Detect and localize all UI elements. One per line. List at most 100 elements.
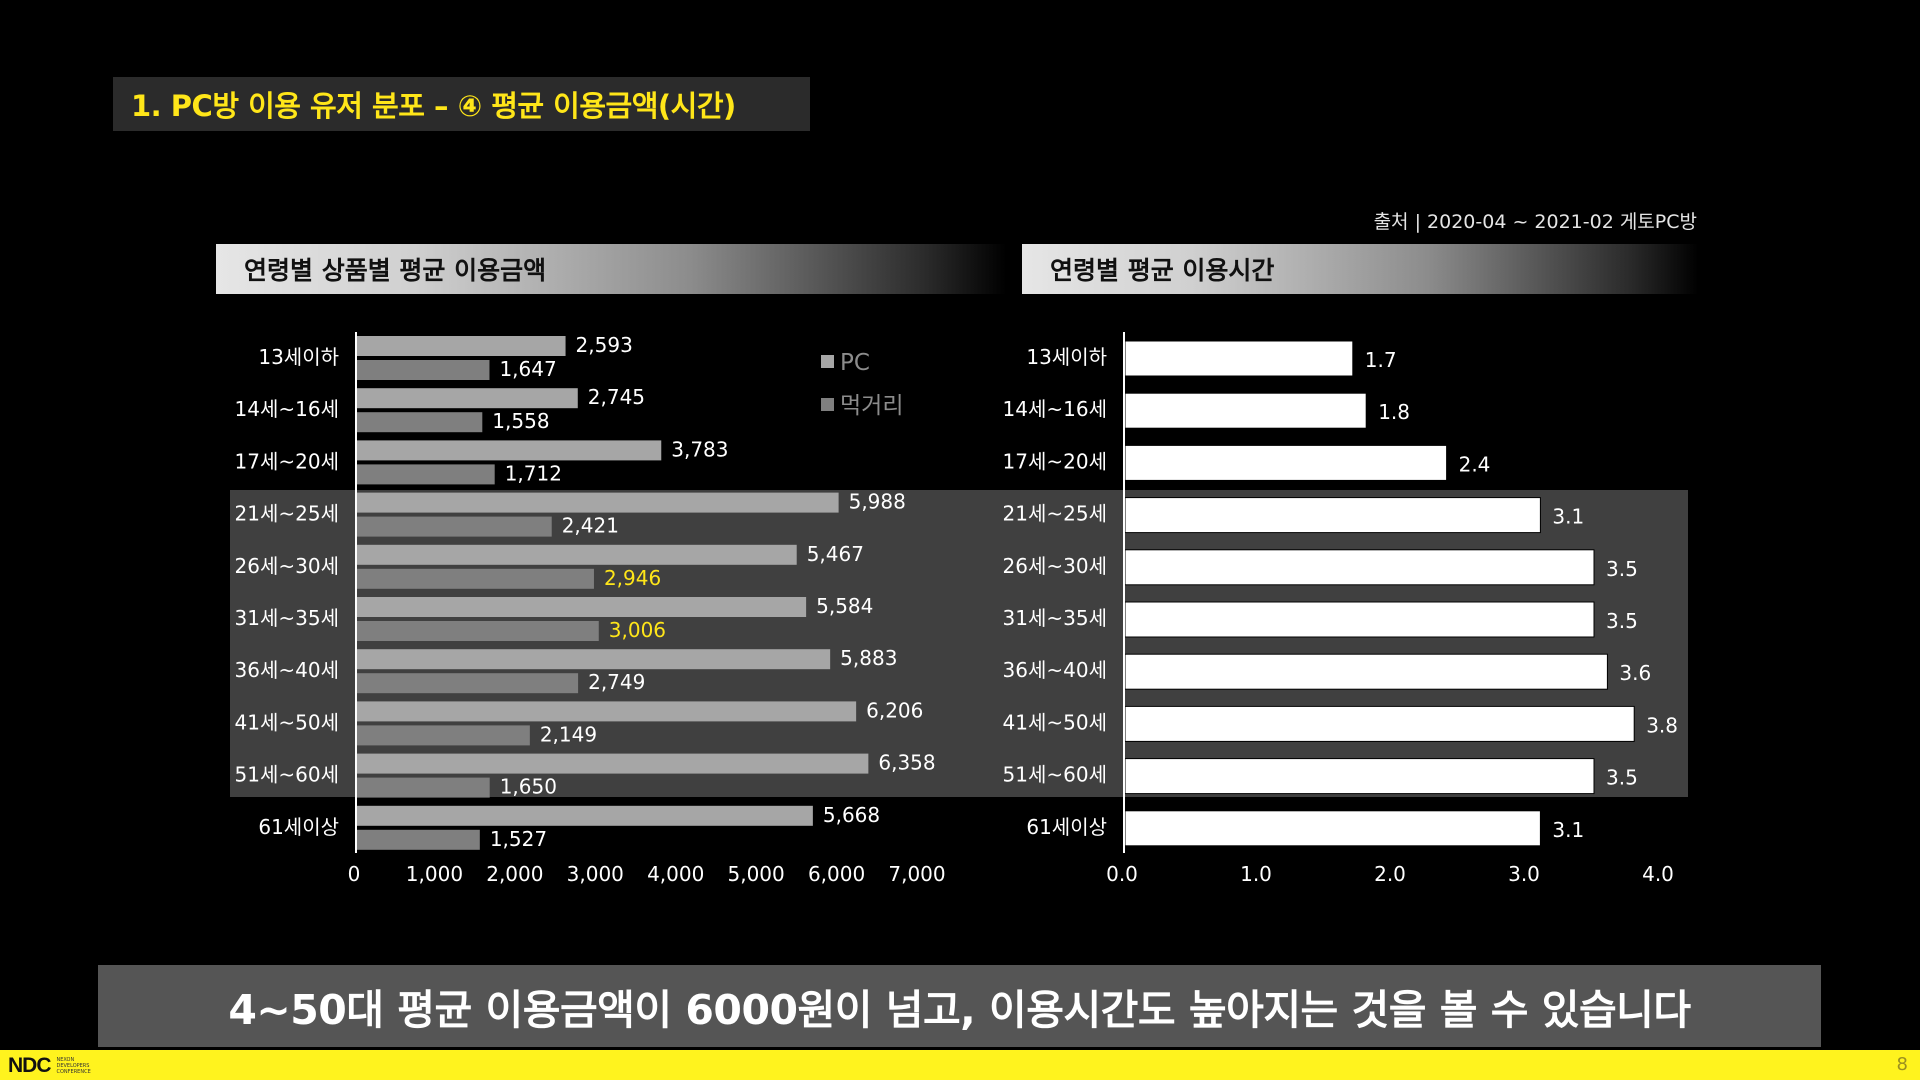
value-label: 2,149 [540,722,597,746]
value-label: 1,650 [500,775,557,799]
x-tick-label: 1,000 [406,862,463,886]
time-bar [1124,444,1448,481]
category-label: 61세이상 [258,815,339,839]
pc-bar [357,805,813,826]
x-tick-label: 1.0 [1240,862,1272,886]
value-label: 2,749 [588,670,645,694]
value-label: 2.4 [1459,452,1491,476]
category-label: 13세이하 [1026,345,1107,369]
pc-bar [357,492,839,513]
pc-bar [357,649,831,670]
value-label: 3.6 [1619,661,1651,685]
food-bar [357,464,495,485]
x-tick-label: 0.0 [1106,862,1138,886]
x-tick-label: 5,000 [728,862,785,886]
slide-title: 1. PC방 이용 유저 분포 – ④ 평균 이용금액(시간) [113,77,810,131]
food-bar [357,568,594,589]
x-tick-label: 6,000 [808,862,865,886]
value-label: 2,946 [604,566,661,590]
value-label: 2,745 [588,385,645,409]
value-label: 1,527 [490,827,547,851]
time-bar [1124,705,1635,742]
category-label: 31세~35세 [235,606,339,630]
pc-bar [357,336,566,356]
value-label: 5,883 [840,646,897,670]
food-bar [357,516,552,537]
value-label: 1,712 [505,461,562,485]
category-label: 41세~50세 [235,710,339,734]
value-label: 5,584 [816,594,873,618]
footer-bar: NDC NEXON DEVELOPERS CONFERENCE 8 [0,1050,1920,1080]
category-label: 26세~30세 [1003,554,1107,578]
category-label: 41세~50세 [1003,710,1107,734]
x-tick-label: 3.0 [1508,862,1540,886]
bottom-caption: 4~50대 평균 이용금액이 6000원이 넘고, 이용시간도 높아지는 것을 … [98,965,1821,1047]
ndc-logo: NDC NEXON DEVELOPERS CONFERENCE [8,1054,103,1078]
value-label: 3.5 [1606,609,1638,633]
value-label: 1,558 [492,409,549,433]
x-tick-label: 2,000 [486,862,543,886]
category-label: 51세~60세 [235,763,339,787]
value-label: 2,593 [576,333,633,357]
value-label: 6,206 [866,698,923,722]
food-bar [357,673,579,694]
time-chart-header: 연령별 평균 이용시간 [1022,244,1698,294]
legend-label: 먹거리 [840,393,903,419]
amount-chart-header: 연령별 상품별 평균 이용금액 [216,244,1006,294]
value-label: 3,783 [671,437,728,461]
food-bar [357,829,480,850]
x-tick-label: 7,000 [888,862,945,886]
value-label: 5,668 [823,803,880,827]
value-label: 3,006 [609,618,666,642]
category-label: 14세~16세 [1003,397,1107,421]
value-label: 1.8 [1378,400,1410,424]
category-label: 61세이상 [1026,815,1107,839]
pc-bar [357,597,807,617]
page-number: 8 [1896,1054,1908,1075]
legend-swatch [821,398,834,411]
category-label: 26세~30세 [235,554,339,578]
x-tick-label: 3,000 [567,862,624,886]
value-label: 3.5 [1606,766,1638,790]
time-bar [1124,340,1354,377]
category-label: 21세~25세 [1003,502,1107,526]
time-bar [1124,601,1595,638]
value-label: 3.5 [1606,557,1638,581]
time-bar [1124,653,1608,690]
time-bar [1124,810,1541,847]
time-bar [1124,497,1541,534]
category-label: 51세~60세 [1003,763,1107,787]
bar-charts: 13세이하 2,593 1,647 14세~16세 2,745 1,558 17세~20세 3… [235,332,1678,886]
time-bar [1124,392,1367,429]
category-label: 17세~20세 [1003,449,1107,473]
legend-label: PC [840,350,870,376]
food-bar [357,360,490,380]
logo-subtext: NEXON DEVELOPERS CONFERENCE [56,1057,91,1075]
logo-mark: NDC [8,1054,51,1077]
food-bar [357,621,599,641]
value-label: 3.8 [1646,713,1678,737]
source-note: 출처 | 2020-04 ~ 2021-02 게토PC방 [1373,211,1697,233]
value-label: 3.1 [1552,505,1584,529]
pc-bar [357,440,662,461]
x-tick-label: 0 [348,862,361,886]
pc-bar [357,701,857,722]
value-label: 3.1 [1552,818,1584,842]
category-label: 13세이하 [258,345,339,369]
value-label: 2,421 [562,514,619,538]
category-label: 36세~40세 [235,658,339,682]
category-label: 17세~20세 [235,449,339,473]
legend-swatch [821,355,834,368]
x-tick-label: 2.0 [1374,862,1406,886]
highlight-band [230,490,1688,797]
category-label: 21세~25세 [235,502,339,526]
x-tick-label: 4.0 [1642,862,1674,886]
pc-bar [357,544,797,565]
pc-bar [357,753,869,774]
value-label: 1.7 [1365,348,1397,372]
value-label: 5,467 [807,542,864,566]
category-label: 31세~35세 [1003,606,1107,630]
x-tick-label: 4,000 [647,862,704,886]
food-bar [357,777,490,798]
category-label: 36세~40세 [1003,658,1107,682]
